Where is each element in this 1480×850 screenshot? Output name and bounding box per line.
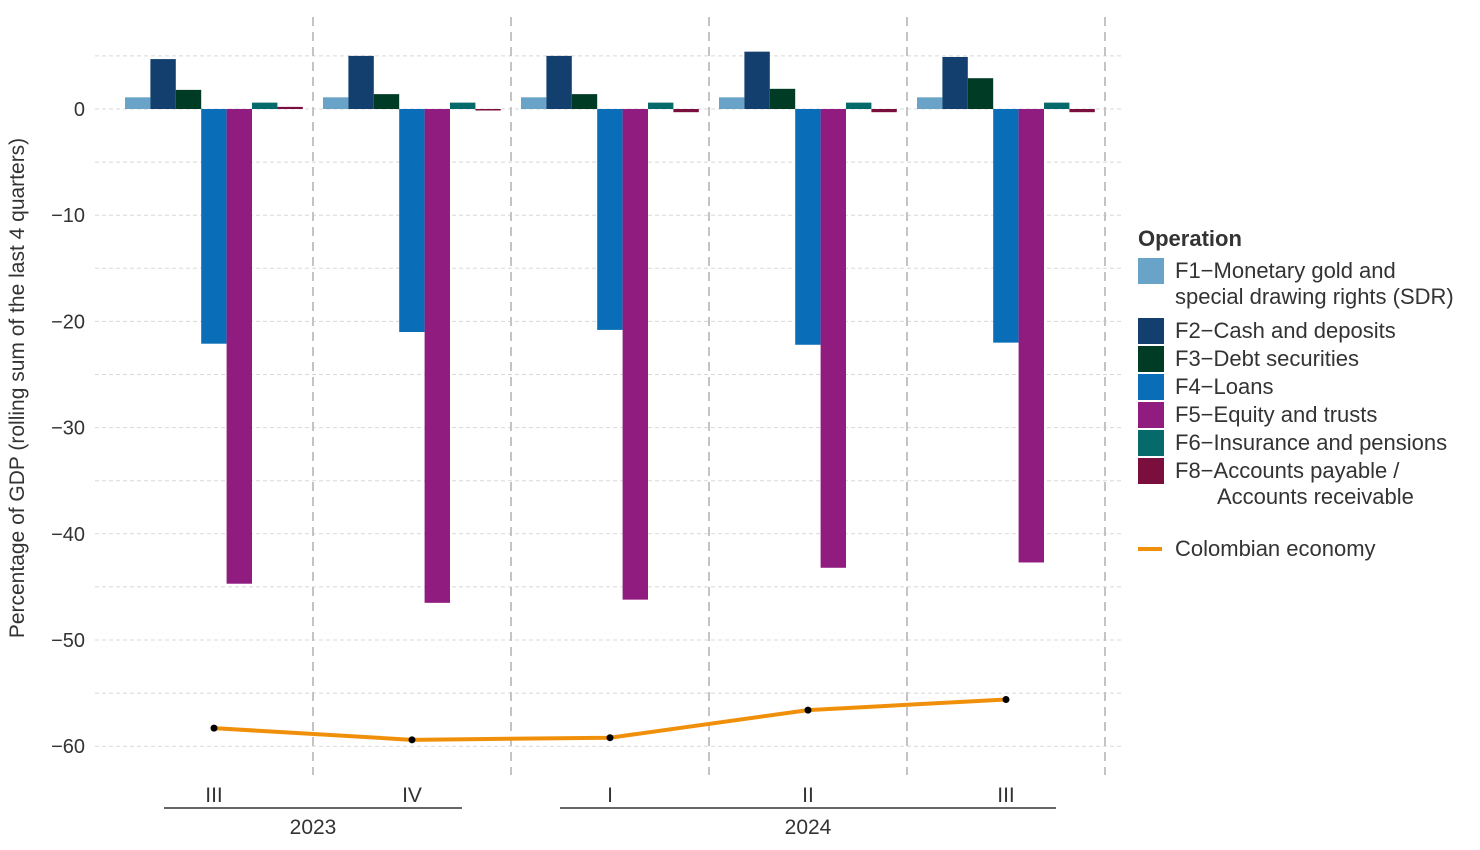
legend-swatch (1138, 318, 1164, 344)
bar (846, 102, 872, 109)
x-tick-label: II (802, 784, 814, 807)
legend-swatch (1138, 430, 1164, 456)
bar (399, 109, 425, 333)
bar (597, 109, 623, 330)
bar (917, 97, 943, 109)
legend: Operation F1−Monetary gold and special dr… (1138, 226, 1454, 562)
legend-label: F8−Accounts payable / Accounts receivable (1175, 458, 1414, 510)
bar (373, 94, 400, 109)
legend-label-line: F6−Insurance and pensions (1175, 430, 1448, 455)
legend-swatch (1138, 458, 1164, 484)
bar (175, 89, 202, 109)
legend-label: Colombian economy (1175, 536, 1376, 561)
bar (277, 106, 303, 109)
legend-label: F2−Cash and deposits (1175, 318, 1396, 344)
legend-swatch (1138, 258, 1164, 284)
x-tick-label: III (997, 784, 1015, 807)
y-tick-label: −40 (51, 524, 85, 546)
line-point (408, 736, 416, 744)
line-point (210, 724, 218, 732)
legend-item: F2−Cash and deposits (1138, 318, 1454, 344)
bar (795, 109, 821, 345)
x-tick-label: III (205, 784, 223, 807)
legend-label-line: F8−Accounts payable / (1175, 458, 1400, 483)
legend-item: F5−Equity and trusts (1138, 402, 1454, 428)
bar (673, 109, 699, 113)
bar (622, 109, 648, 600)
y-tick-label: −20 (51, 311, 85, 333)
year-label: 2024 (785, 816, 832, 839)
x-tick-label: IV (402, 784, 422, 807)
legend-item: F4−Loans (1138, 374, 1454, 400)
bar (424, 109, 450, 603)
line-point (804, 706, 812, 714)
line-point (1002, 695, 1010, 703)
line-point (606, 734, 614, 742)
year-label: 2023 (290, 816, 337, 839)
bar (1069, 109, 1095, 113)
bar (769, 88, 796, 109)
legend-label-line: F4−Loans (1175, 374, 1274, 399)
bar (125, 97, 151, 109)
bar (475, 109, 501, 111)
bar (323, 97, 349, 109)
y-tick-label: −10 (51, 205, 85, 227)
bar (744, 51, 770, 109)
y-tick-label: −60 (51, 736, 85, 758)
legend-label-line: F3−Debt securities (1175, 346, 1360, 371)
legend-label: F1−Monetary gold and special drawing righ… (1175, 258, 1454, 310)
legend-item: F1−Monetary gold and special drawing righ… (1138, 258, 1454, 310)
legend-item: F6−Insurance and pensions (1138, 430, 1454, 456)
bar (648, 102, 674, 109)
bar (1044, 102, 1070, 109)
legend-item: F3−Debt securities (1138, 346, 1454, 372)
y-axis-label: Percentage of GDP (rolling sum of the la… (6, 138, 29, 638)
y-tick-label: −30 (51, 418, 85, 440)
legend-label-line: special drawing rights (SDR) (1175, 284, 1454, 309)
bar (150, 59, 176, 109)
bar (967, 78, 994, 109)
bar (1018, 109, 1044, 563)
bar (719, 97, 745, 109)
bar (993, 109, 1019, 343)
legend-item: F8−Accounts payable / Accounts receivable (1138, 458, 1454, 510)
bar (348, 55, 374, 109)
plot-area: 0 −10 −20 −30 −40 −50 −60 Percentage of GDP (ro… (6, 17, 1122, 839)
bar (450, 102, 476, 109)
bar (942, 56, 968, 109)
legend-swatch (1138, 402, 1164, 428)
bar (820, 109, 846, 568)
legend-label-line: F1−Monetary gold and (1175, 258, 1396, 283)
bar (226, 109, 252, 584)
legend-swatch (1138, 374, 1164, 400)
legend-label: F6−Insurance and pensions (1175, 430, 1447, 456)
y-tick-label: −50 (51, 630, 85, 652)
bar (201, 109, 227, 344)
y-tick-label: 0 (74, 99, 85, 121)
legend-line-swatch (1138, 547, 1162, 551)
legend-label: F5−Equity and trusts (1175, 402, 1377, 428)
bar (871, 109, 897, 113)
series-line (213, 697, 1007, 742)
bar (571, 94, 598, 109)
legend-title: Operation (1138, 226, 1242, 251)
legend-item-line: Colombian economy (1138, 536, 1454, 562)
legend-swatch (1138, 346, 1164, 372)
bar (546, 55, 572, 109)
legend-label-line: F2−Cash and deposits (1175, 318, 1396, 343)
legend-label-line: Accounts receivable (1217, 484, 1414, 509)
legend-label: F4−Loans (1175, 374, 1273, 400)
legend-label: F3−Debt securities (1175, 346, 1359, 372)
bar (521, 97, 547, 109)
x-tick-label: I (607, 784, 613, 807)
bar (252, 102, 278, 109)
legend-label-line: F5−Equity and trusts (1175, 402, 1378, 427)
